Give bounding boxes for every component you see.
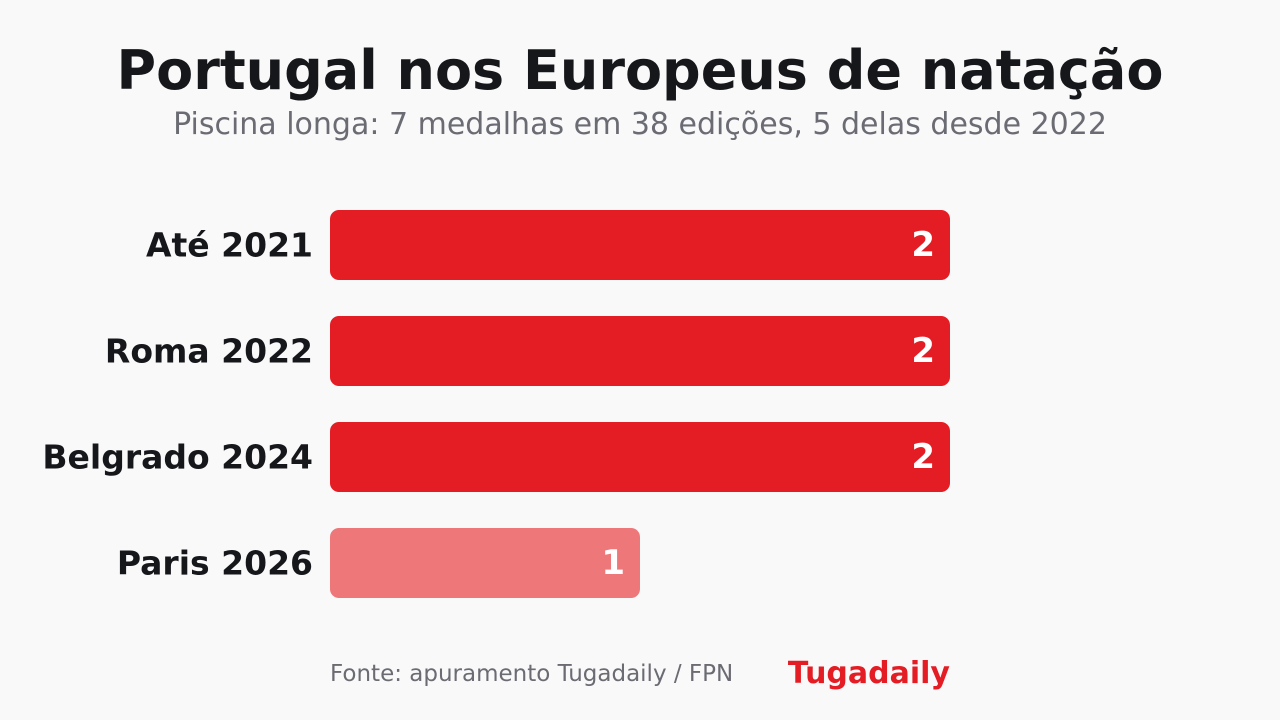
- bar: [330, 210, 950, 280]
- source-note: Fonte: apuramento Tugadaily / FPN: [330, 661, 734, 687]
- brand-logo-text: Tugadaily: [787, 656, 950, 691]
- value-label: 2: [911, 225, 935, 265]
- category-label: Roma 2022: [105, 332, 313, 371]
- category-label: Paris 2026: [117, 544, 313, 583]
- bar: [330, 316, 950, 386]
- bar: [330, 528, 640, 598]
- value-label: 2: [911, 331, 935, 371]
- value-label: 2: [911, 437, 935, 477]
- chart-subtitle: Piscina longa: 7 medalhas em 38 edições,…: [173, 107, 1107, 142]
- value-label: 1: [601, 543, 625, 583]
- category-label: Até 2021: [146, 226, 313, 265]
- chart-title: Portugal nos Europeus de natação: [116, 39, 1164, 102]
- bar: [330, 422, 950, 492]
- category-label: Belgrado 2024: [42, 438, 313, 477]
